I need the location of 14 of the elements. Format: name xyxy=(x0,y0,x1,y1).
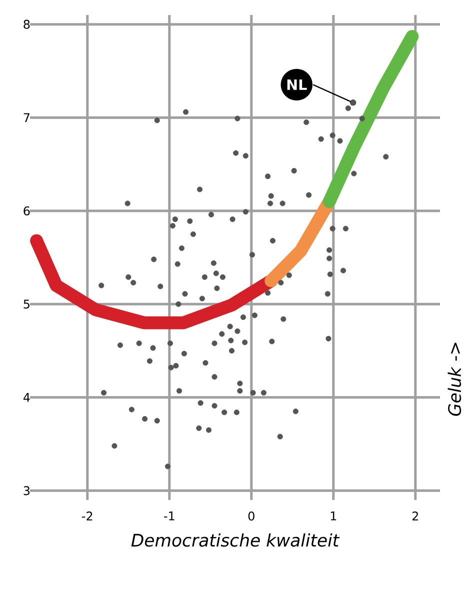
y-tick-label: 8 xyxy=(24,20,30,29)
x-tick-label: 0 xyxy=(248,512,254,521)
y-tick-label: 6 xyxy=(24,206,30,216)
y-tick-label: 5 xyxy=(24,300,30,309)
x-tick-label: -2 xyxy=(82,512,92,520)
y-axis-title: Geluk -> xyxy=(448,342,462,416)
x-tick-label: -1 xyxy=(164,512,174,520)
y-tick-label: 4 xyxy=(23,393,30,402)
x-tick-label: 2 xyxy=(412,512,418,520)
x-axis-title: Democratische kwaliteit xyxy=(131,533,340,547)
y-tick-label: 7 xyxy=(24,113,30,122)
y-tick-label: 3 xyxy=(24,486,30,496)
annotation: NL xyxy=(287,79,307,90)
x-tick-label: 1 xyxy=(330,512,336,520)
